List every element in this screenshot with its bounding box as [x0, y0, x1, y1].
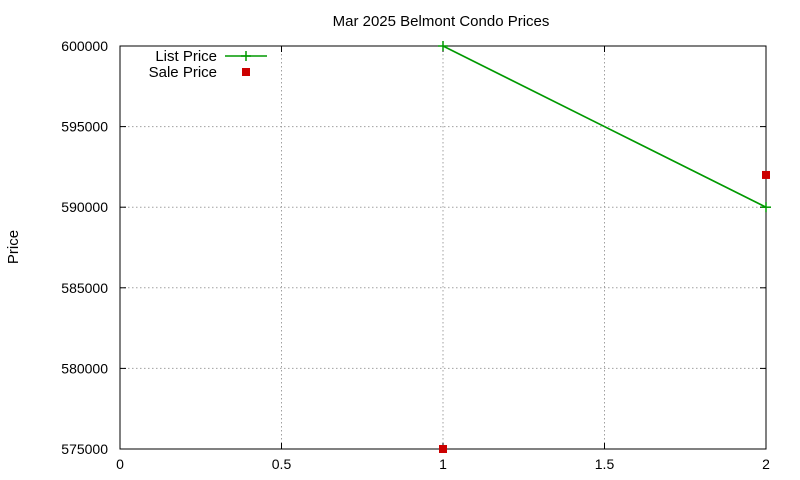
- x-tick-label: 1.5: [595, 456, 615, 472]
- y-tick-label: 585000: [61, 280, 108, 296]
- y-tick-label: 590000: [61, 199, 108, 215]
- legend-label: Sale Price: [149, 64, 217, 81]
- x-tick-label: 0: [116, 456, 124, 472]
- y-tick-label: 575000: [61, 441, 108, 457]
- series-layer: [438, 41, 771, 453]
- grid-lines: [120, 46, 766, 449]
- x-tick-label: 0.5: [272, 456, 292, 472]
- series-sale-price: [439, 170, 770, 453]
- data-point-square: [242, 68, 250, 76]
- y-tick-label: 595000: [61, 119, 108, 135]
- data-point-square: [762, 170, 770, 179]
- x-tick-label: 2: [762, 456, 770, 472]
- y-tick-label: 600000: [61, 38, 108, 54]
- x-tick-label: 1: [439, 456, 447, 472]
- data-point-square: [439, 445, 447, 453]
- series-list-price: [438, 41, 771, 213]
- series-line: [442, 45, 767, 208]
- legend-label: List Price: [155, 48, 217, 65]
- y-tick-label: 580000: [61, 360, 108, 376]
- chart-title: Mar 2025 Belmont Condo Prices: [333, 13, 550, 30]
- axis-ticks: 0 0.5 1 1.5 2 575000 580000 585000 590000 595000 6…: [61, 38, 770, 472]
- y-axis-label: Price: [5, 230, 22, 264]
